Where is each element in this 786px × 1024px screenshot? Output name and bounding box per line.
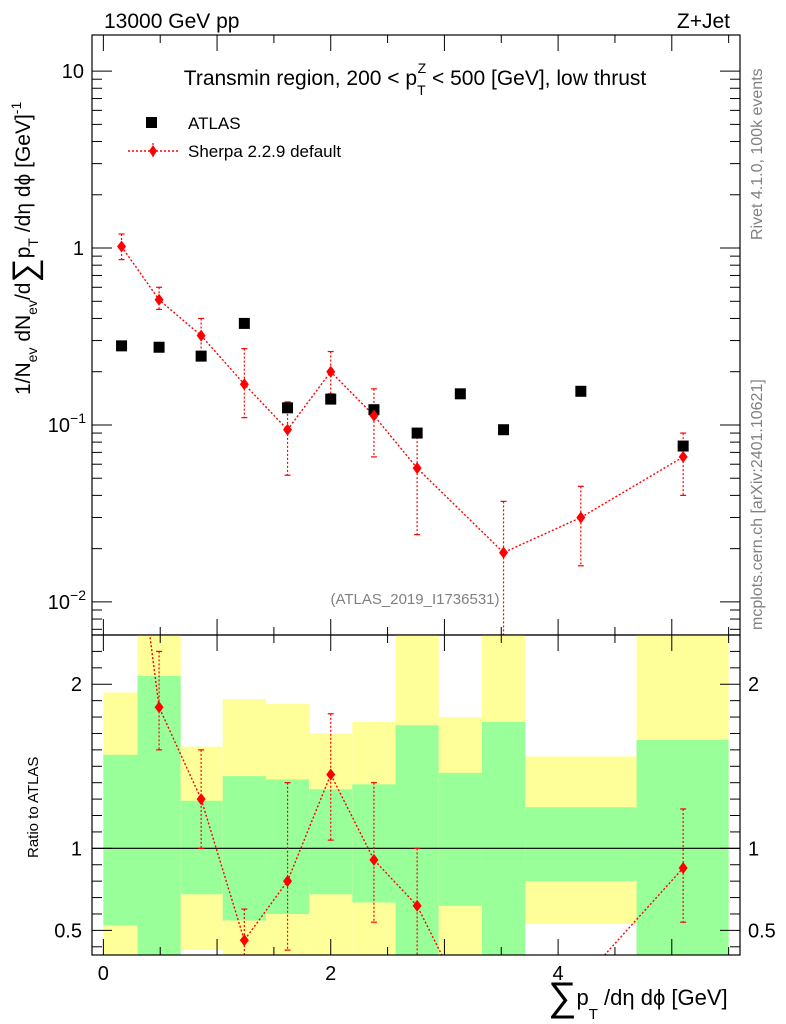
- header-left: 13000 GeV pp: [104, 10, 239, 33]
- ratio-sherpa-point: [196, 793, 206, 806]
- title-sub: T: [417, 82, 426, 98]
- sherpa-line: [120, 246, 684, 554]
- ratio-x-tick-label: 0: [98, 963, 109, 985]
- ratio-y-tick-label-left: 0.5: [54, 920, 82, 942]
- atlas-point: [498, 424, 510, 436]
- analysis-watermark: (ATLAS_2019_I1736531): [330, 591, 499, 608]
- ratio-y-tick-label-left: 2: [71, 674, 82, 696]
- ratio-y-tick-label-right: 1: [748, 838, 759, 860]
- main-y-tick-label: 10−1: [48, 410, 86, 437]
- title-pre: Transmin region, 200 < p: [184, 67, 417, 90]
- legend-sherpa-label: Sherpa 2.2.9 default: [188, 142, 341, 161]
- header-right: Z+Jet: [677, 10, 730, 33]
- main-y-tick-label: 10−2: [48, 587, 86, 614]
- atlas-point: [677, 440, 689, 452]
- ratio-sherpa-point: [678, 862, 688, 875]
- ratio-sherpa-point: [326, 768, 336, 781]
- sherpa-point: [239, 378, 249, 391]
- sherpa-point: [117, 240, 127, 253]
- sherpa-point: [283, 423, 293, 436]
- ratio-x-tick-label: 4: [553, 963, 564, 985]
- mcplots-info: mcplots.cern.ch [arXiv:2401.10621]: [749, 379, 766, 630]
- legend-sherpa-marker: [149, 145, 157, 157]
- title-post: < 500 [GeV], low thrust: [426, 67, 646, 90]
- legend-atlas-marker: [146, 117, 157, 128]
- sherpa-point: [678, 450, 688, 463]
- atlas-point: [195, 350, 207, 362]
- sherpa-point: [412, 462, 422, 475]
- atlas-point: [116, 340, 128, 352]
- sherpa-point: [154, 293, 164, 306]
- ratio-band-inner: [438, 772, 482, 906]
- ratio-band-inner: [481, 721, 526, 955]
- ratio-axes: 0.5 0.5 1 1 2 2 0 2 4: [54, 635, 776, 985]
- ratio-band-inner: [103, 754, 138, 926]
- main-plot-marks: [116, 233, 689, 635]
- atlas-point: [325, 393, 337, 405]
- atlas-point: [282, 402, 294, 414]
- legend: ATLAS Sherpa 2.2.9 default: [128, 114, 341, 161]
- atlas-point: [575, 385, 587, 397]
- main-title: Transmin region, 200 < pTZ < 500 [GeV], …: [184, 60, 647, 98]
- sherpa-point: [369, 409, 379, 422]
- main-y-label: 1/Nev dNev/d∑pT /dη dϕ [GeV]-1: [6, 102, 44, 395]
- atlas-point: [153, 341, 165, 353]
- atlas-point: [411, 427, 423, 439]
- ratio-band-inner: [636, 740, 729, 955]
- sherpa-point: [499, 546, 509, 559]
- ratio-y-label: Ratio to ATLAS: [25, 757, 42, 858]
- main-y-tick-label: 1: [73, 238, 84, 260]
- ratio-x-tick-label: 2: [325, 963, 336, 985]
- ratio-clipped-group: [149, 635, 688, 955]
- legend-atlas-label: ATLAS: [188, 114, 241, 133]
- rivet-info: Rivet 4.1.0, 100k events: [749, 68, 766, 240]
- ratio-sherpa-point: [154, 701, 164, 714]
- ratio-sherpa-point: [239, 934, 249, 947]
- ratio-frame: [91, 634, 741, 956]
- ratio-y-tick-label-right: 2: [748, 674, 759, 696]
- ratio-y-tick-label-right: 0.5: [748, 920, 776, 942]
- title-sup: Z: [418, 60, 427, 76]
- main-y-axis: 10 1 10−1 10−2: [48, 35, 740, 635]
- ratio-band-inner: [525, 807, 637, 882]
- ratio-band-inner: [137, 676, 181, 955]
- x-axis-label: ∑pT /dη dϕ [GeV]: [548, 975, 728, 1023]
- ratio-plot-marks: [149, 635, 688, 955]
- main-y-tick-label: 10: [62, 61, 84, 83]
- atlas-point: [454, 388, 466, 400]
- atlas-point: [238, 317, 250, 329]
- sherpa-point: [576, 511, 586, 524]
- ratio-sherpa-point: [412, 899, 422, 912]
- sherpa-point: [326, 365, 336, 378]
- ratio-sherpa-point: [369, 853, 379, 866]
- ratio-y-tick-label-left: 1: [71, 838, 82, 860]
- sherpa-point: [196, 329, 206, 342]
- ratio-sherpa-point: [283, 875, 293, 888]
